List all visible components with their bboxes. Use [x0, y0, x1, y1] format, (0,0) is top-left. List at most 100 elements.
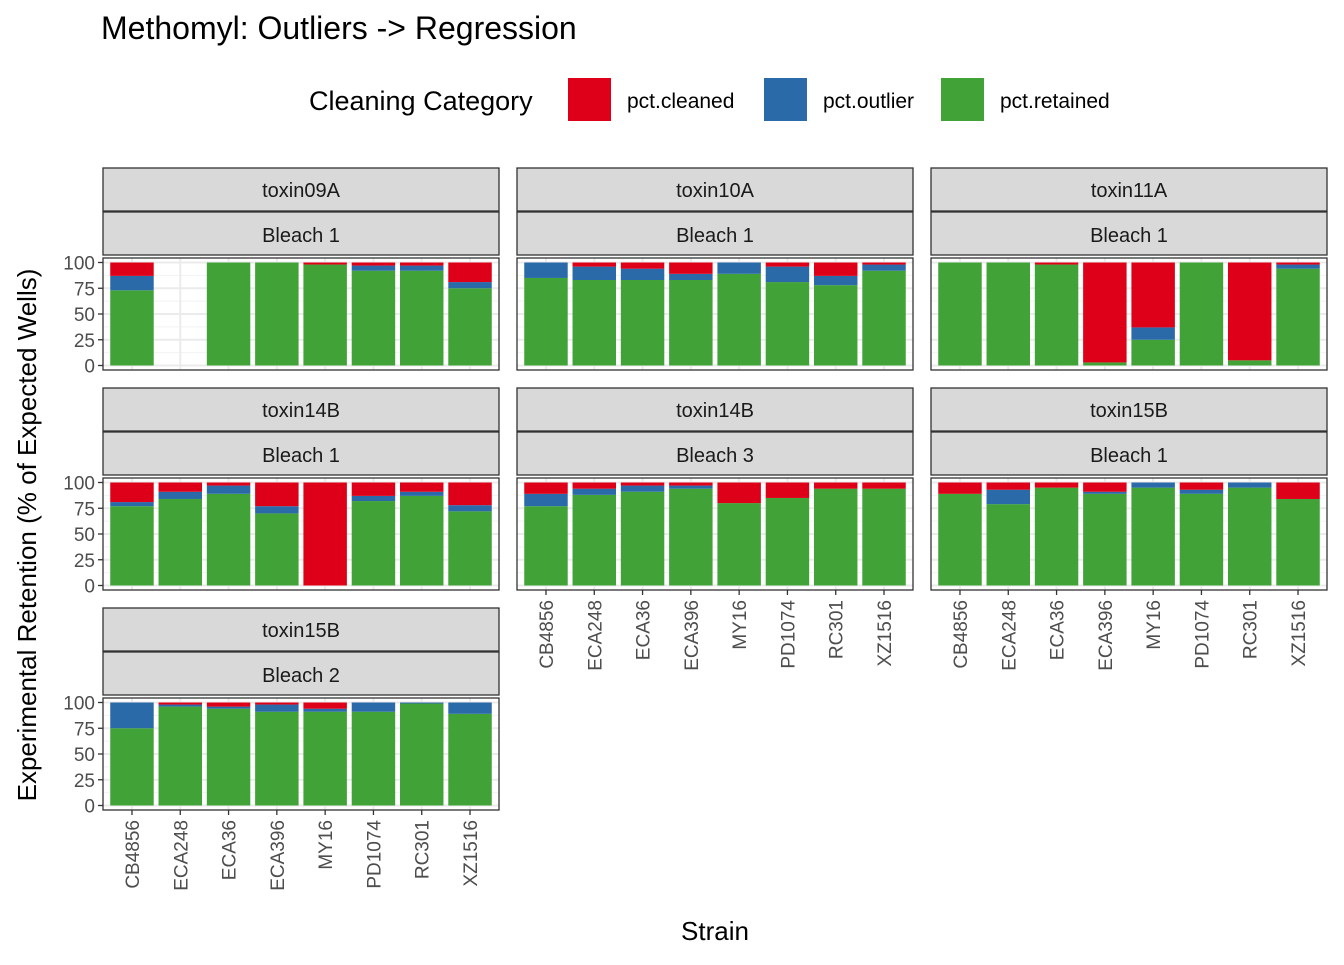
x-tick-label: ECA36	[634, 600, 655, 660]
bar-pct-cleaned-ECA248	[158, 482, 202, 492]
bar-pct-retained-ECA248	[986, 262, 1030, 366]
x-tick-label: ECA248	[999, 600, 1020, 671]
bar-pct-outlier-PD1074	[351, 702, 396, 712]
bar-pct-cleaned-RC301	[814, 482, 858, 489]
x-tick-label: CB4856	[123, 820, 144, 889]
bar-pct-retained-RC301	[400, 495, 444, 586]
bar-pct-retained-PD1074	[351, 711, 396, 806]
bar-pct-retained-XZ1516	[862, 488, 906, 586]
bar-pct-cleaned-ECA36	[206, 482, 251, 486]
y-tick-label: 75	[74, 499, 95, 520]
x-tick-label: MY16	[1144, 600, 1165, 650]
bar-pct-retained-MY16	[717, 273, 761, 366]
x-tick-label: ECA396	[268, 820, 289, 891]
bar-pct-cleaned-XZ1516	[862, 262, 906, 265]
bar-pct-outlier-CB4856	[110, 502, 154, 507]
facet-label-toxin: toxin15B	[1090, 400, 1168, 422]
bar-pct-outlier-RC301	[400, 702, 444, 704]
facet-label-bleach: Bleach 1	[1090, 445, 1168, 467]
panel-border	[516, 477, 914, 591]
facet-strip-toxin	[930, 167, 1328, 212]
bar-pct-cleaned-CB4856	[110, 482, 154, 503]
x-tick-label: ECA248	[171, 820, 192, 891]
bar-pct-cleaned-CB4856	[110, 262, 154, 276]
bar-pct-outlier-ECA248	[158, 704, 202, 707]
y-tick-label: 100	[63, 254, 95, 275]
bar-pct-cleaned-PD1074	[351, 482, 396, 496]
x-tick-label: ECA396	[1096, 600, 1117, 671]
bar-pct-cleaned-CB4856	[524, 482, 568, 494]
bar-pct-cleaned-ECA248	[158, 702, 202, 705]
facet-strip-toxin	[102, 387, 500, 432]
bar-pct-cleaned-PD1074	[765, 262, 810, 267]
x-tick-label: XZ1516	[875, 600, 896, 667]
chart-title: Methomyl: Outliers -> Regression	[101, 10, 577, 46]
bar-pct-cleaned-XZ1516	[448, 482, 492, 506]
bar-pct-retained-MY16	[1131, 487, 1175, 586]
panel-border	[930, 477, 1328, 591]
y-tick-label: 0	[84, 577, 95, 598]
bar-pct-retained-ECA396	[1083, 362, 1127, 366]
x-axis-title: Strain	[681, 916, 749, 946]
facet-panel: toxin15B Bleach 1 CB4856 ECA248 ECA36 ECA396 M…	[930, 387, 1328, 671]
facet-label-bleach: Bleach 1	[1090, 225, 1168, 247]
bar-pct-cleaned-PD1074	[1179, 482, 1224, 490]
x-tick-label: PD1074	[364, 820, 385, 889]
x-tick-label: XZ1516	[461, 820, 482, 887]
facet-panel: toxin10A Bleach 1	[516, 167, 914, 371]
bar-pct-outlier-ECA396	[669, 273, 713, 281]
facet-label-bleach: Bleach 1	[676, 225, 754, 247]
y-tick-label: 0	[84, 797, 95, 818]
bar-pct-cleaned-MY16	[1131, 262, 1175, 328]
bar-pct-outlier-XZ1516	[448, 282, 492, 289]
facet-strip-toxin	[102, 167, 500, 212]
facet-panel: toxin14B Bleach 1 0 25 50 75 100	[63, 387, 500, 598]
legend-key-pct-cleaned	[568, 78, 611, 121]
bar-pct-retained-RC301	[1228, 487, 1272, 586]
bar-pct-retained-XZ1516	[448, 511, 492, 586]
x-tick-label: MY16	[730, 600, 751, 650]
bar-pct-outlier-ECA248	[572, 488, 616, 495]
bar-pct-cleaned-RC301	[814, 262, 858, 276]
bar-pct-cleaned-ECA396	[255, 702, 299, 705]
bar-pct-outlier-CB4856	[524, 493, 568, 507]
bar-pct-retained-MY16	[1131, 339, 1175, 366]
bar-pct-retained-ECA36	[620, 491, 665, 586]
bar-pct-outlier-ECA36	[620, 485, 665, 492]
facet-panel: toxin09A Bleach 1 0 25 50 75 100	[63, 167, 500, 378]
bar-pct-outlier-ECA396	[255, 704, 299, 712]
bar-pct-retained-CB4856	[938, 493, 982, 586]
legend-label: pct.cleaned	[627, 90, 734, 113]
bar-pct-cleaned-PD1074	[351, 262, 396, 266]
bar-pct-retained-PD1074	[1179, 493, 1224, 586]
facet-strip-bleach	[516, 431, 914, 476]
bar-pct-outlier-ECA36	[206, 485, 251, 494]
bar-pct-cleaned-RC301	[400, 482, 444, 492]
bar-pct-retained-PD1074	[351, 501, 396, 586]
bar-pct-outlier-RC301	[814, 275, 858, 286]
bar-pct-outlier-MY16	[717, 262, 761, 274]
bar-pct-retained-ECA36	[206, 493, 251, 586]
legend-label: pct.retained	[1000, 90, 1110, 113]
x-tick-label: ECA36	[220, 820, 241, 880]
bar-pct-retained-CB4856	[110, 728, 154, 806]
bar-pct-retained-CB4856	[524, 506, 568, 586]
bar-pct-cleaned-MY16	[303, 482, 347, 586]
y-tick-label: 75	[74, 279, 95, 300]
bar-pct-retained-CB4856	[110, 506, 154, 586]
bar-pct-cleaned-ECA248	[572, 482, 616, 489]
bar-pct-cleaned-CB4856	[938, 482, 982, 494]
bar-pct-cleaned-ECA36	[206, 702, 251, 707]
facet-strip-toxin	[516, 167, 914, 212]
bar-pct-outlier-ECA396	[255, 506, 299, 514]
y-tick-label: 100	[63, 694, 95, 715]
bar-pct-outlier-XZ1516	[1276, 264, 1320, 269]
x-tick-label: RC301	[1241, 600, 1262, 659]
x-tick-label: XZ1516	[1289, 600, 1310, 667]
facet-strip-bleach	[102, 211, 500, 256]
bar-pct-outlier-PD1074	[351, 495, 396, 502]
bar-pct-retained-XZ1516	[862, 270, 906, 366]
bar-pct-retained-XZ1516	[448, 288, 492, 366]
bar-pct-cleaned-ECA396	[669, 482, 713, 486]
bar-pct-retained-XZ1516	[1276, 268, 1320, 366]
